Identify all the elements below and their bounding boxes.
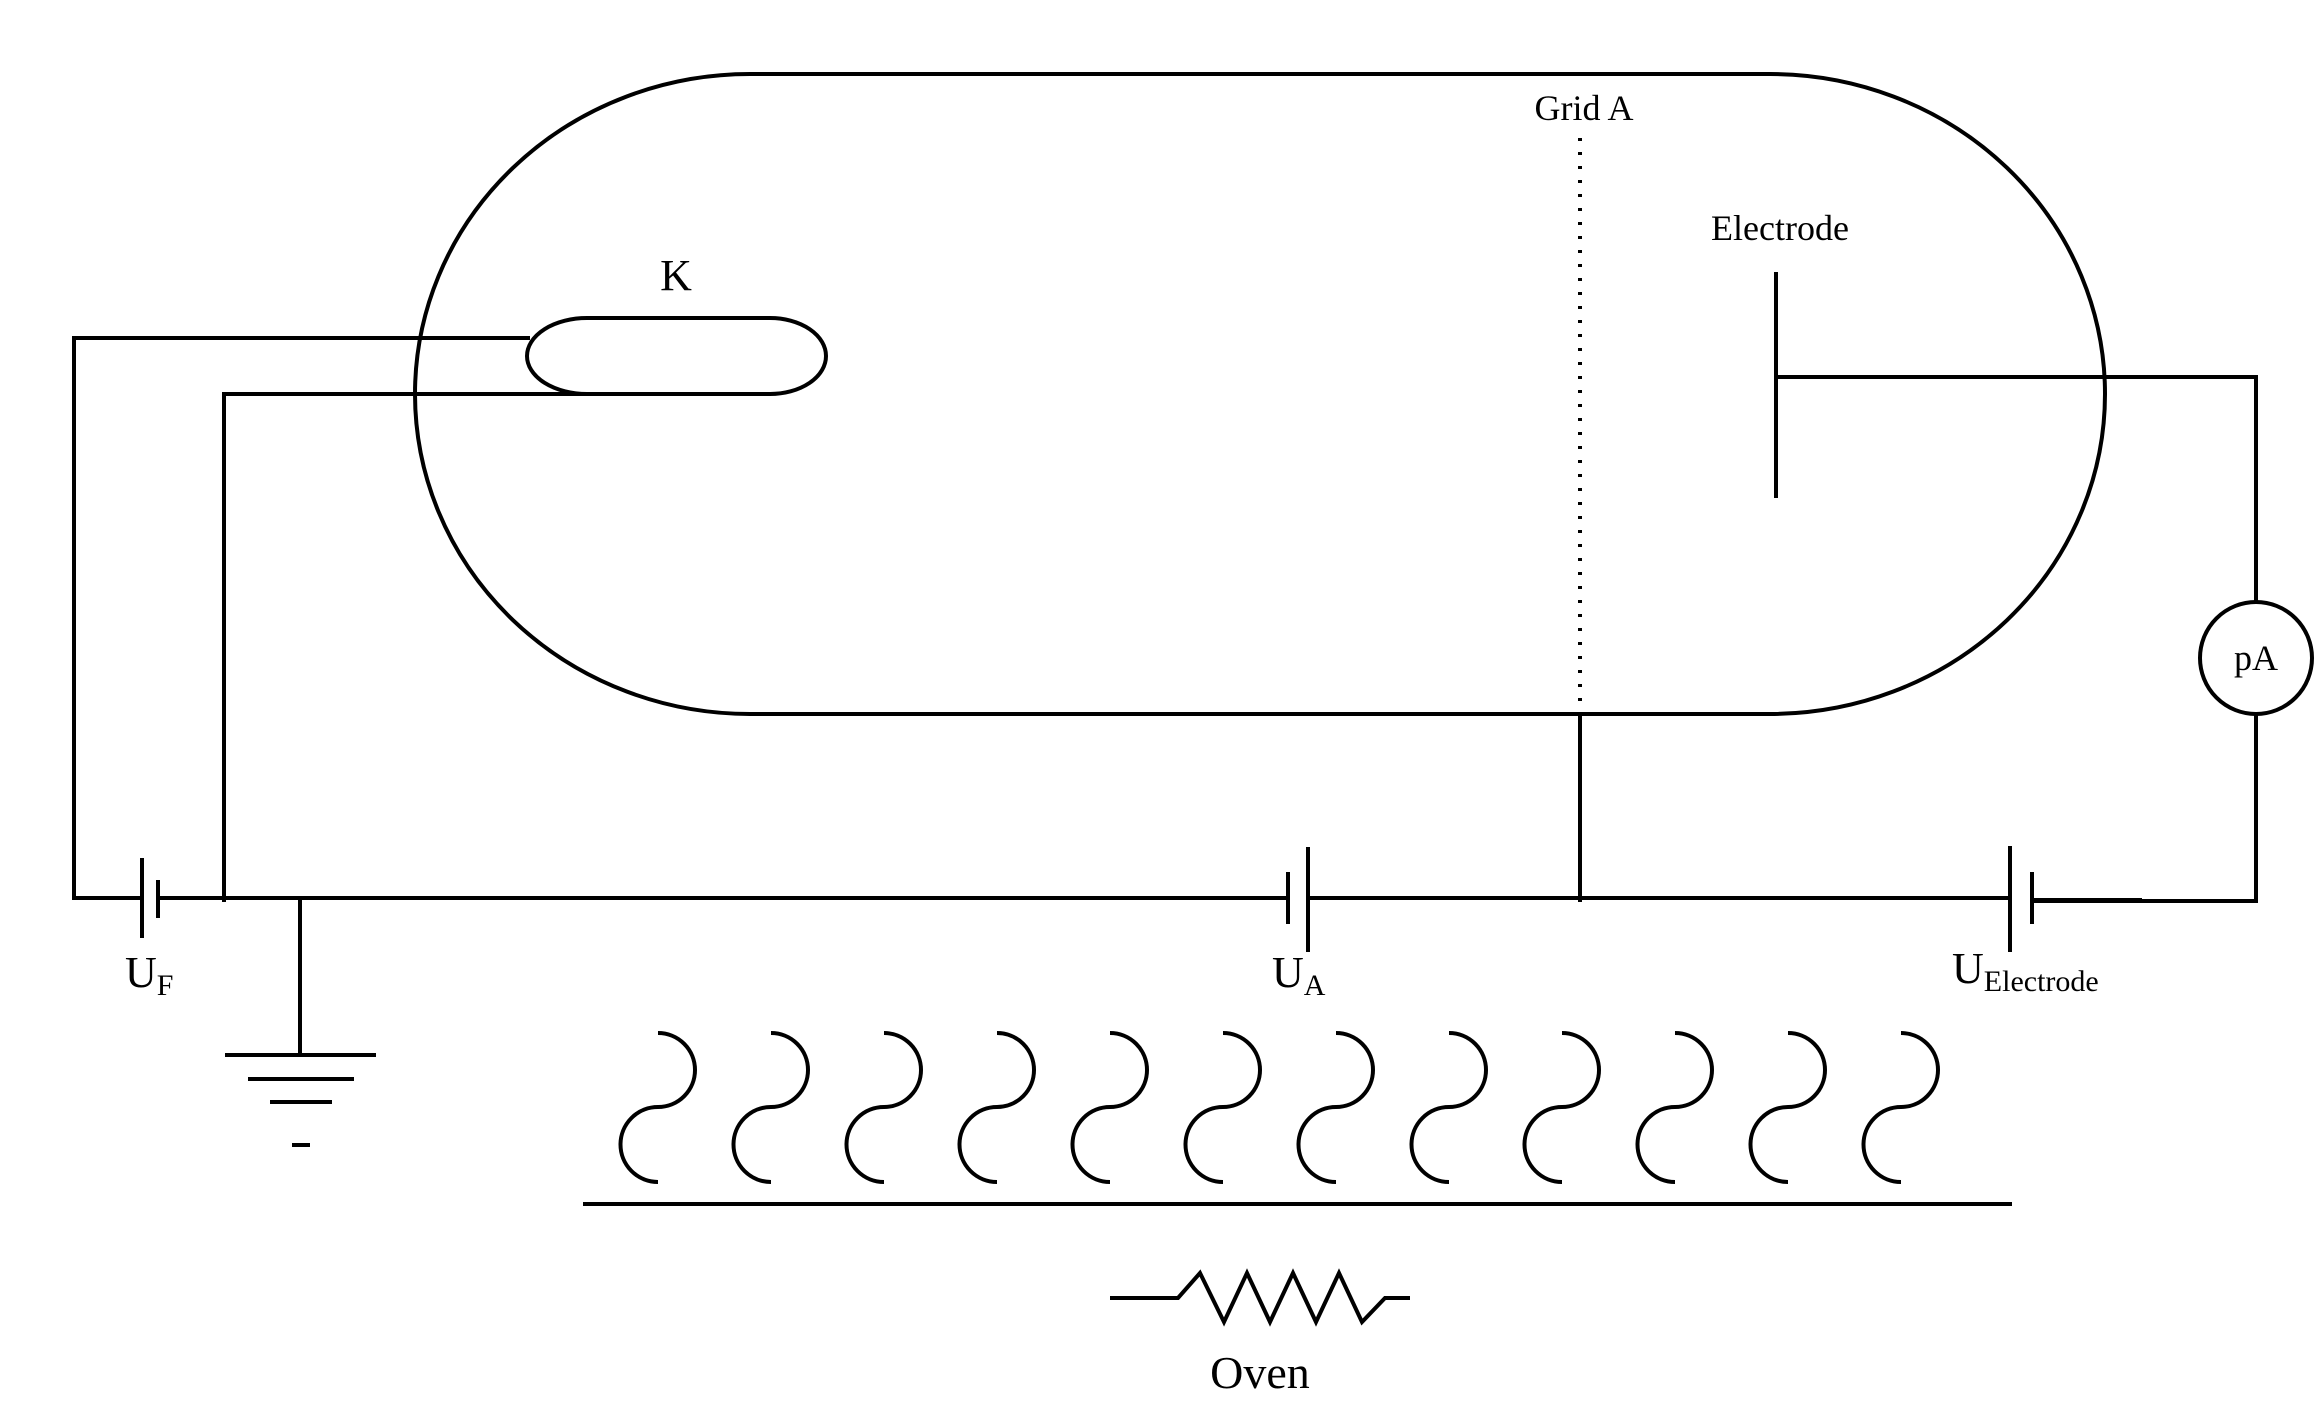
heater-coil [1748,1031,1827,1184]
heater-coil [731,1031,810,1184]
battery-u-electrode [2008,846,2142,952]
heater-coil [1296,1031,1375,1184]
tube-envelope [413,72,2107,716]
heater-coil [957,1031,1036,1184]
battery-ua [1286,847,1310,952]
battery-ua-label: UA [1272,948,1326,1002]
grid-a-label: Grid A [1535,88,1634,128]
battery-u-electrode-label: UElectrode [1952,944,2099,998]
cathode-leads [72,336,587,902]
heater-coil [1409,1031,1488,1184]
oven-resistor [1110,1268,1410,1327]
heater-coil [1070,1031,1149,1184]
heater-coils [618,1031,1940,1184]
cathode-label: K [660,251,692,300]
heater-coil [844,1031,923,1184]
heater-coil [1183,1031,1262,1184]
heater-coil [618,1031,697,1184]
heater-coil [1635,1031,1714,1184]
electrode [1774,272,2256,498]
battery-uf-label: UF [125,948,173,1002]
picoammeter-label: pA [2234,638,2278,678]
heater-coil [1861,1031,1940,1184]
heater-coil [1522,1031,1601,1184]
battery-uf [140,858,160,938]
oven-label: Oven [1210,1347,1310,1398]
electrode-label: Electrode [1711,208,1849,248]
cathode [525,316,828,396]
ground-symbol [225,898,376,1147]
